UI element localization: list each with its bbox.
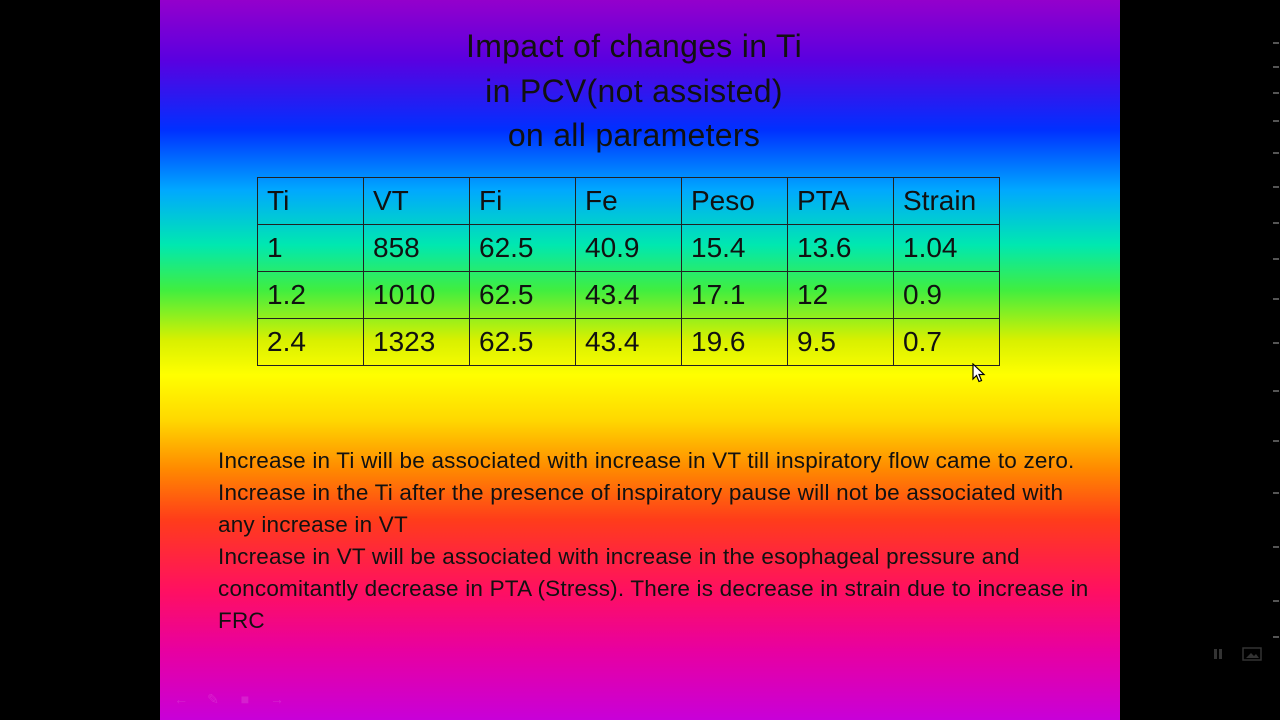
table-cell: 12 bbox=[787, 271, 894, 319]
title-line: Impact of changes in Ti bbox=[466, 28, 802, 64]
body-paragraph: Increase in VT will be associated with i… bbox=[218, 544, 1089, 633]
scrollbar[interactable] bbox=[1272, 0, 1280, 720]
table-cell: 62.5 bbox=[469, 271, 576, 319]
table-cell: 1010 bbox=[363, 271, 470, 319]
mouse-pointer-icon bbox=[972, 363, 986, 383]
table-cell: 0.7 bbox=[893, 318, 1000, 366]
parameters-table: Ti VT Fi Fe Peso PTA Strain 1 858 62.5 40.9 15.4 13.… bbox=[257, 177, 1000, 366]
table-header-cell: Fe bbox=[575, 177, 682, 225]
table-cell: 858 bbox=[363, 224, 470, 272]
next-arrow-icon[interactable]: → bbox=[270, 691, 284, 707]
table-cell: 9.5 bbox=[787, 318, 894, 366]
table-cell: 43.4 bbox=[575, 318, 682, 366]
slide-title: Impact of changes in Ti in PCV(not assis… bbox=[160, 24, 1108, 158]
table-row: 1 858 62.5 40.9 15.4 13.6 1.04 bbox=[257, 224, 1000, 272]
table-cell: 17.1 bbox=[681, 271, 788, 319]
table-header-cell: VT bbox=[363, 177, 470, 225]
table-row: 2.4 1323 62.5 43.4 19.6 9.5 0.7 bbox=[257, 318, 1000, 366]
table-header-cell: Fi bbox=[469, 177, 576, 225]
table-cell: 1.2 bbox=[257, 271, 364, 319]
table-header-row: Ti VT Fi Fe Peso PTA Strain bbox=[257, 177, 1000, 225]
table-header-cell: Strain bbox=[893, 177, 1000, 225]
table-cell: 62.5 bbox=[469, 224, 576, 272]
previous-arrow-icon[interactable]: ← bbox=[174, 691, 188, 707]
player-buttons bbox=[1206, 642, 1272, 666]
pen-icon[interactable]: ✎ bbox=[207, 691, 219, 707]
table-cell: 1.04 bbox=[893, 224, 1000, 272]
table-cell: 1323 bbox=[363, 318, 470, 366]
table-header-cell: Ti bbox=[257, 177, 364, 225]
slide-body-text: Increase in Ti will be associated with i… bbox=[218, 445, 1098, 637]
presentation-controls[interactable]: ← ✎ ■ → bbox=[172, 692, 286, 706]
table-cell: 19.6 bbox=[681, 318, 788, 366]
table-cell: 0.9 bbox=[893, 271, 1000, 319]
pause-icon[interactable] bbox=[1206, 644, 1230, 664]
table-cell: 62.5 bbox=[469, 318, 576, 366]
table-cell: 13.6 bbox=[787, 224, 894, 272]
table-cell: 40.9 bbox=[575, 224, 682, 272]
title-line: in PCV(not assisted) bbox=[485, 72, 783, 109]
slide: Impact of changes in Ti in PCV(not assis… bbox=[160, 0, 1120, 720]
table-cell: 15.4 bbox=[681, 224, 788, 272]
table-row: 1.2 1010 62.5 43.4 17.1 12 0.9 bbox=[257, 271, 1000, 319]
slide-menu-icon[interactable]: ■ bbox=[240, 691, 250, 707]
table-cell: 2.4 bbox=[257, 318, 364, 366]
body-paragraph: Increase in Ti will be associated with i… bbox=[218, 448, 1075, 537]
table-cell: 1 bbox=[257, 224, 364, 272]
title-line: on all parameters bbox=[507, 117, 761, 153]
table-cell: 43.4 bbox=[575, 271, 682, 319]
table-header-cell: PTA bbox=[787, 177, 894, 225]
slide-view-icon[interactable] bbox=[1240, 644, 1264, 664]
table-header-cell: Peso bbox=[681, 177, 788, 225]
